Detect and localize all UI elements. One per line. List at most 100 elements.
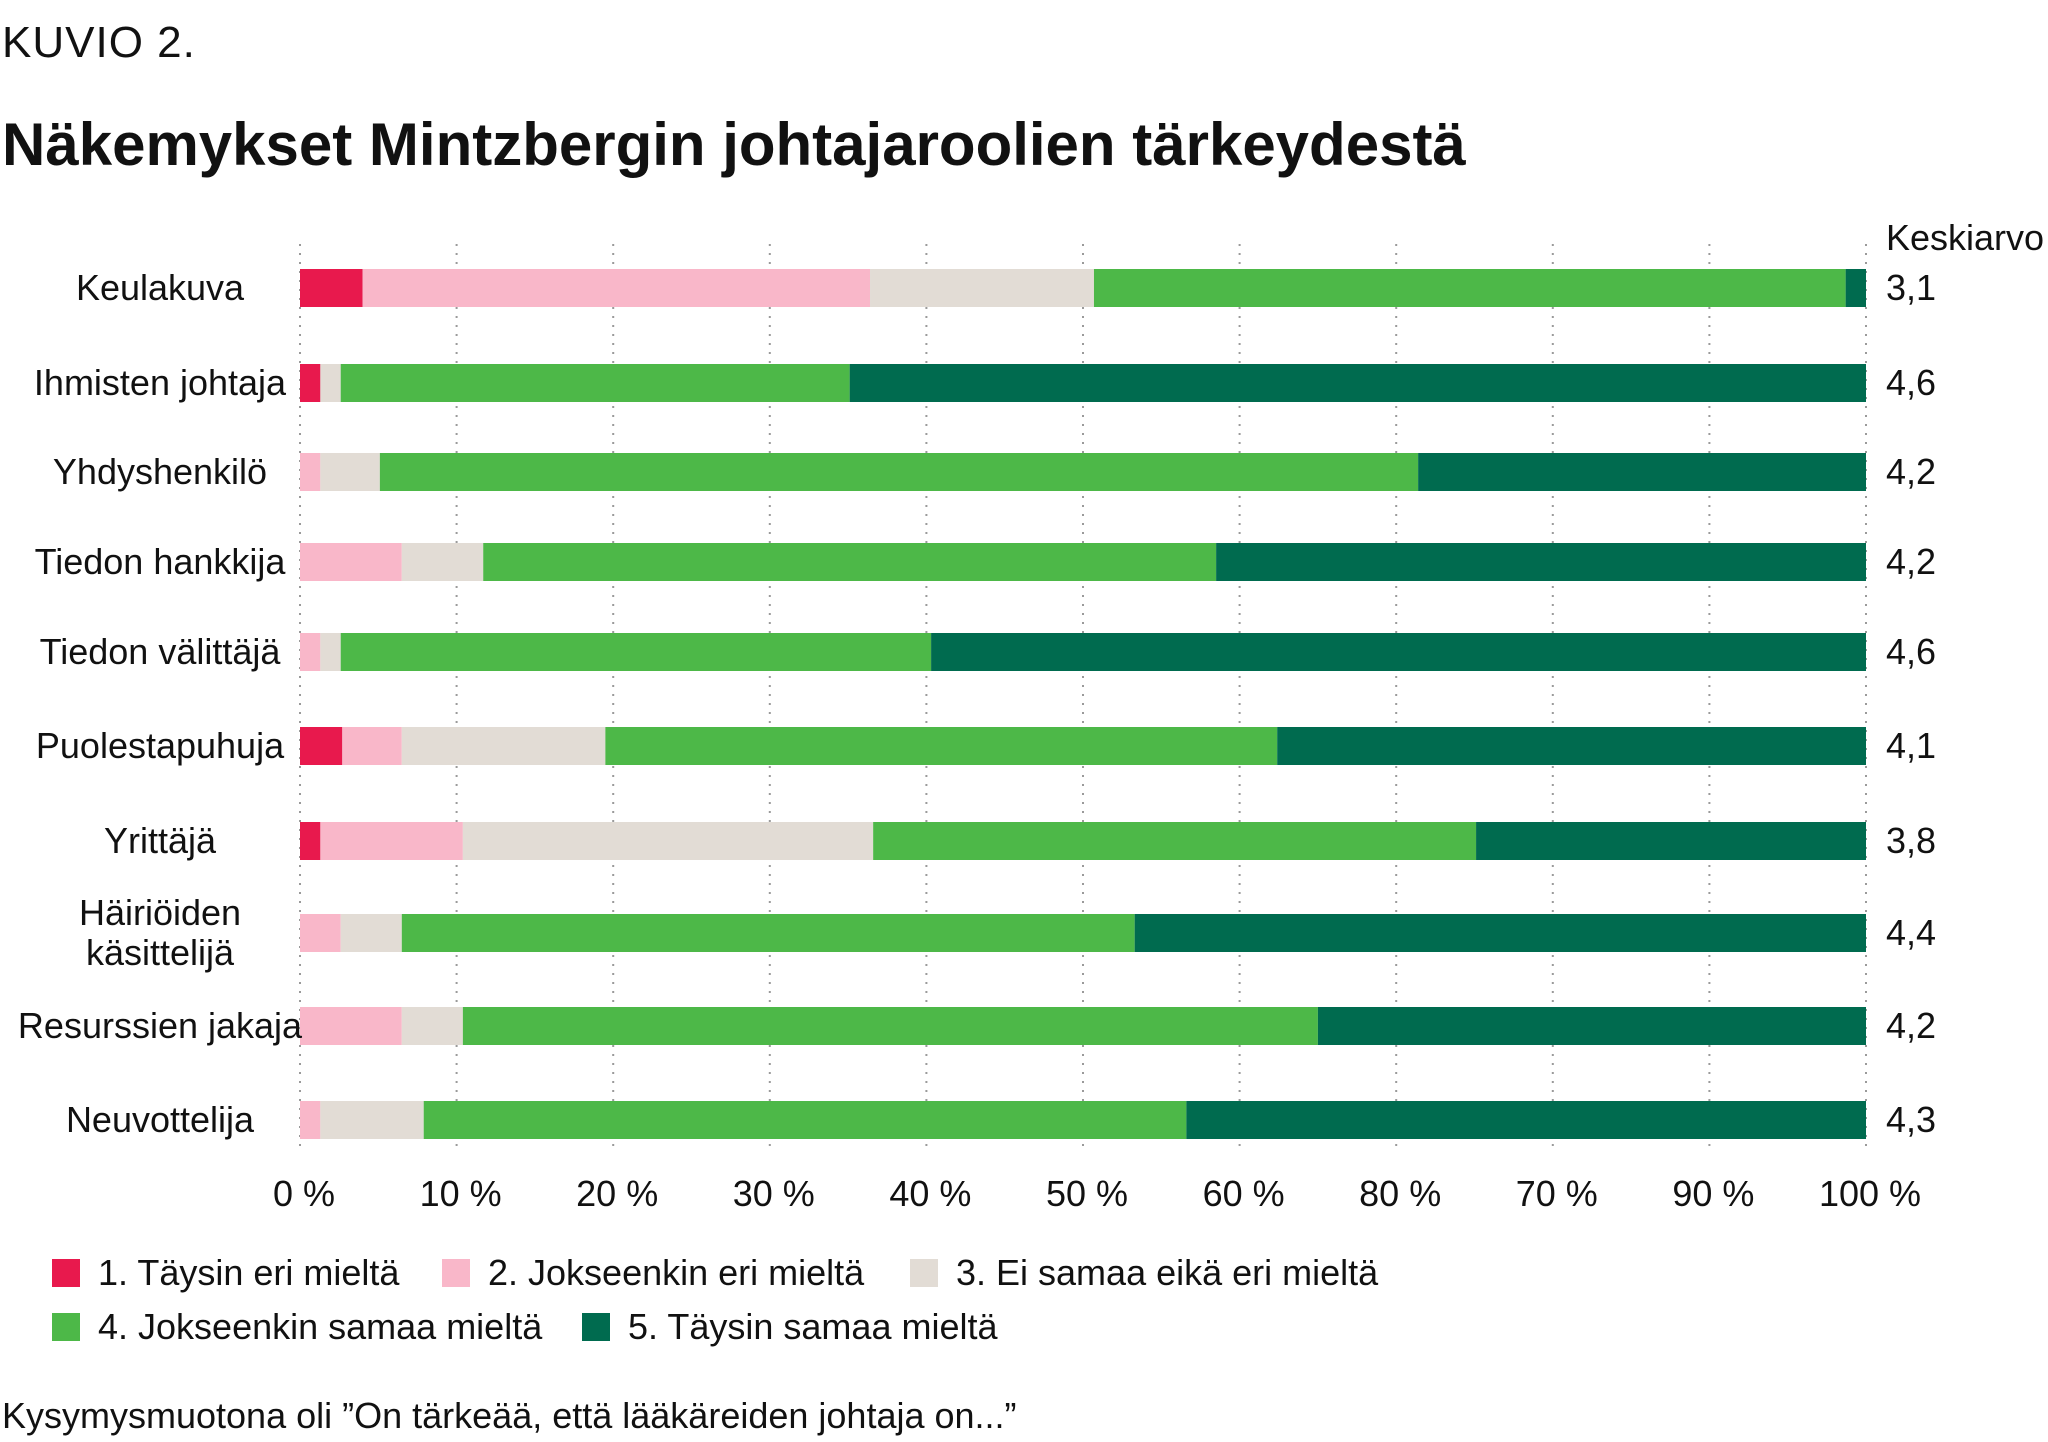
category-label: Resurssien jakaja <box>18 1005 303 1046</box>
category-label: Puolestapuhuja <box>36 725 285 766</box>
bar-segment <box>1277 727 1866 765</box>
mean-value: 4,6 <box>1886 362 1936 403</box>
bar-segment <box>931 633 1866 671</box>
bar-segment <box>320 822 463 860</box>
bar-segment <box>320 453 380 491</box>
x-tick-label: 20 % <box>576 1173 658 1214</box>
category-label: Tiedon hankkija <box>35 541 287 582</box>
legend-swatch <box>52 1259 80 1287</box>
mean-value: 4,6 <box>1886 631 1936 672</box>
bar-segment <box>1845 269 1866 307</box>
category-label-line: Neuvottelija <box>66 1099 255 1140</box>
bar-segment <box>342 727 402 765</box>
x-tick-label: 50 % <box>1046 1173 1128 1214</box>
bar-segment <box>1093 269 1846 307</box>
legend-item: 2. Jokseenkin eri mieltä <box>442 1252 864 1294</box>
bar-segment <box>340 914 402 952</box>
legend-label: 3. Ei samaa eikä eri mieltä <box>956 1252 1379 1293</box>
bars <box>300 269 1866 1139</box>
mean-values: Keskiarvo 3,1 4,6 4,2 4,2 4,6 4,1 3,8 4,4 4,2 4,3 <box>1886 217 2044 1140</box>
legend-item: 5. Täysin samaa mieltä <box>582 1306 998 1348</box>
mean-value: 4,2 <box>1886 1005 1936 1046</box>
legend-item: 4. Jokseenkin samaa mieltä <box>52 1306 542 1348</box>
x-tick-label: 80 % <box>1359 1173 1441 1214</box>
x-tick-label: 40 % <box>889 1173 971 1214</box>
category-label-line: Puolestapuhuja <box>36 725 285 766</box>
bar-segment <box>401 727 606 765</box>
category-label: Yrittäjä <box>104 820 217 861</box>
bar-segment <box>300 269 363 307</box>
bar-segment <box>873 822 1477 860</box>
bar-segment <box>423 1101 1187 1139</box>
bar-segment <box>320 364 341 402</box>
mean-value: 4,1 <box>1886 725 1936 766</box>
footnote: Kysymysmuotona oli ”On tärkeää, että lää… <box>2 1395 1017 1436</box>
bar-segment <box>1418 453 1866 491</box>
x-tick-label: 30 % <box>733 1173 815 1214</box>
bar-segment <box>300 1007 402 1045</box>
category-label-line: Yhdyshenkilö <box>53 451 267 492</box>
bar-segment <box>401 1007 463 1045</box>
stacked-bar-chart: Keulakuva Ihmisten johtaja Yhdyshenkilö Tie… <box>18 217 2044 1214</box>
legend-item: 3. Ei samaa eikä eri mieltä <box>910 1252 1378 1294</box>
category-label: Neuvottelija <box>66 1099 255 1140</box>
bar-segment <box>401 914 1135 952</box>
bar-segment <box>320 1101 424 1139</box>
bar-segment <box>870 269 1094 307</box>
bar-segment <box>1317 1007 1866 1045</box>
category-label-line: Tiedon hankkija <box>35 541 287 582</box>
bar-segment <box>340 364 850 402</box>
legend-label: 1. Täysin eri mieltä <box>98 1252 400 1293</box>
category-label-line: Häiriöiden <box>79 892 241 933</box>
bar-segment <box>1476 822 1866 860</box>
bar-segment <box>1186 1101 1866 1139</box>
bar-segment <box>320 633 341 671</box>
bar-segment <box>483 543 1217 581</box>
category-label: Tiedon välittäjä <box>40 631 282 672</box>
legend-swatch <box>442 1259 470 1287</box>
bar-segment <box>1134 914 1866 952</box>
x-tick-label: 100 % <box>1819 1173 1921 1214</box>
bar-segment <box>300 822 321 860</box>
category-label: Keulakuva <box>76 267 245 308</box>
legend-swatch <box>582 1313 610 1341</box>
bar-segment <box>849 364 1866 402</box>
bar-segment <box>300 453 321 491</box>
bar-segment <box>462 1007 1318 1045</box>
figure-label: KUVIO 2. <box>2 18 196 67</box>
bar-segment <box>362 269 871 307</box>
bar-segment <box>605 727 1278 765</box>
bar-segment <box>300 1101 321 1139</box>
bar-segment <box>300 364 321 402</box>
bar-segment <box>340 633 932 671</box>
mean-value: 4,4 <box>1886 912 1936 953</box>
mean-value: 4,2 <box>1886 541 1936 582</box>
category-label: Yhdyshenkilö <box>53 451 267 492</box>
legend-swatch <box>52 1313 80 1341</box>
x-tick-label: 90 % <box>1672 1173 1754 1214</box>
mean-value: 4,3 <box>1886 1099 1936 1140</box>
bar-segment <box>300 543 402 581</box>
category-label-line: Ihmisten johtaja <box>34 362 287 403</box>
category-label-line: Tiedon välittäjä <box>40 631 282 672</box>
mean-header: Keskiarvo <box>1886 217 2044 258</box>
legend-label: 5. Täysin samaa mieltä <box>628 1306 998 1347</box>
legend-item: 1. Täysin eri mieltä <box>52 1252 399 1294</box>
bar-segment <box>300 914 341 952</box>
chart-title: Näkemykset Mintzbergin johtajaroolien tä… <box>2 111 1466 178</box>
legend-swatch <box>910 1259 938 1287</box>
category-label-line: Resurssien jakaja <box>18 1005 303 1046</box>
x-tick-label: 70 % <box>1516 1173 1598 1214</box>
category-label: Häiriöiden käsittelijä <box>79 892 241 973</box>
x-tick-label: 10 % <box>420 1173 502 1214</box>
mean-value: 3,8 <box>1886 820 1936 861</box>
category-label-line: Keulakuva <box>76 267 245 308</box>
legend-label: 2. Jokseenkin eri mieltä <box>488 1252 865 1293</box>
bar-segment <box>462 822 874 860</box>
category-label-line: Yrittäjä <box>104 820 217 861</box>
bar-segment <box>1216 543 1866 581</box>
bar-segment <box>401 543 484 581</box>
x-tick-label: 60 % <box>1203 1173 1285 1214</box>
bar-segment <box>300 727 343 765</box>
mean-value: 3,1 <box>1886 267 1936 308</box>
